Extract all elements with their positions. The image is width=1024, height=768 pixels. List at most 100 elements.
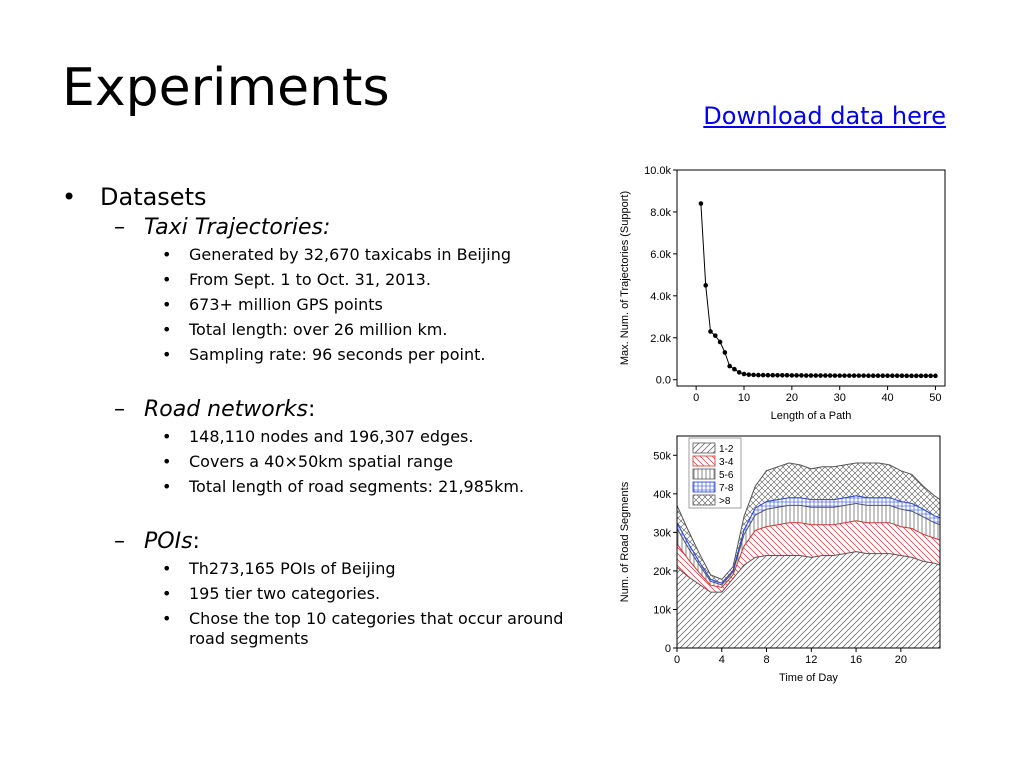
x-tick-label: 8 <box>763 654 769 666</box>
datasets-label: Datasets <box>100 183 207 211</box>
x-tick-label: 10 <box>738 392 750 404</box>
data-point <box>712 333 718 338</box>
data-point <box>703 283 709 288</box>
data-point <box>770 372 776 378</box>
bullet-dot-icon: • <box>162 452 172 471</box>
taxi-list: • Generated by 32,670 taxicabs in Beijing… <box>62 245 602 365</box>
data-point <box>890 373 895 379</box>
bullet-dot-icon: • <box>162 427 172 446</box>
bullet-dot-icon: • <box>62 183 77 211</box>
y-tick-label: 40k <box>653 489 671 501</box>
taxi-label: Taxi Trajectories: <box>144 215 331 240</box>
y-tick-label: 10.0k <box>644 165 671 177</box>
pois-suffix: : <box>192 529 200 554</box>
data-point <box>751 372 756 378</box>
bullet-dot-icon: • <box>162 245 172 264</box>
data-point <box>885 373 890 379</box>
area-3-4 <box>677 520 940 593</box>
bullet-dot-icon: • <box>162 270 172 289</box>
data-point <box>727 363 732 369</box>
data-point <box>698 201 704 206</box>
legend-swatch <box>692 442 716 454</box>
x-tick-label: 20 <box>895 654 907 666</box>
bullet-dot-icon: • <box>162 295 172 314</box>
list-item-text: 195 tier two categories. <box>189 584 381 603</box>
list-item-text: Sampling rate: 96 seconds per point. <box>189 345 486 364</box>
series-line <box>700 203 936 377</box>
list-item: • Generated by 32,670 taxicabs in Beijing <box>162 245 602 265</box>
bullet-road: – Road networks: <box>114 397 602 422</box>
data-point <box>928 373 933 379</box>
data-point <box>756 372 761 378</box>
data-point <box>775 373 780 378</box>
data-point <box>909 373 914 379</box>
list-item-text: Total length: over 26 million km. <box>189 320 448 339</box>
list-item: • 673+ million GPS points <box>162 295 602 315</box>
dash-icon: – <box>114 397 125 422</box>
list-item-text: 148,110 nodes and 196,307 edges. <box>189 427 474 446</box>
legend-label: 7-8 <box>719 483 734 494</box>
pois-list: • Th273,165 POIs of Beijing • 195 tier two … <box>62 559 602 649</box>
data-point <box>846 373 852 378</box>
x-tick-label: 16 <box>850 654 862 666</box>
data-point <box>894 373 900 379</box>
data-point <box>856 373 862 378</box>
page-title: Experiments <box>62 58 390 118</box>
list-item: • Th273,165 POIs of Beijing <box>162 559 602 579</box>
list-item: • Total length of road segments: 21,985km… <box>162 477 602 497</box>
data-point <box>765 372 771 378</box>
data-point <box>760 372 766 378</box>
data-point <box>923 373 929 379</box>
data-point <box>794 373 799 378</box>
y-tick-label: 50k <box>653 450 671 462</box>
download-data-link[interactable]: Download data here <box>703 102 946 130</box>
list-item-text: Th273,165 POIs of Beijing <box>189 559 396 578</box>
data-point <box>746 372 752 377</box>
plot-frame <box>676 169 946 387</box>
plot-frame <box>676 435 941 649</box>
x-tick-label: 0 <box>693 392 699 404</box>
legend-label: 3-4 <box>719 457 734 468</box>
data-point <box>861 373 866 378</box>
x-tick-label: 20 <box>786 392 798 404</box>
list-item-text: Total length of road segments: 21,985km. <box>189 477 525 496</box>
data-point <box>799 373 804 378</box>
data-point <box>741 371 747 377</box>
data-point <box>808 373 814 378</box>
data-point <box>789 373 795 378</box>
y-tick-label: 10k <box>653 604 671 616</box>
list-item-text: 673+ million GPS points <box>189 295 383 314</box>
bullet-dot-icon: • <box>162 345 172 364</box>
data-point <box>832 373 838 378</box>
y-axis-label: Max. Num. of Trajectories (Support) <box>619 191 631 365</box>
list-item-text: From Sept. 1 to Oct. 31, 2013. <box>189 270 431 289</box>
data-point <box>866 373 871 379</box>
area-5-6 <box>677 503 940 588</box>
y-tick-label: 8.0k <box>650 207 671 219</box>
road-list: • 148,110 nodes and 196,307 edges. • Covers… <box>62 427 602 497</box>
area-edge->8 <box>676 462 941 580</box>
data-point <box>708 329 713 334</box>
x-axis-label: Length of a Path <box>771 410 852 422</box>
bullet-dot-icon: • <box>162 320 172 339</box>
support-line-chart: 0 10 20 30 40 50 0.0 2.0k 4.0k 6.0k 8.0k 10.0k Lengt… <box>619 165 946 422</box>
y-tick-label: 6.0k <box>650 249 671 261</box>
legend-swatch <box>692 468 716 480</box>
y-axis-label: Num. of Road Segments <box>619 481 631 602</box>
bullet-dot-icon: • <box>162 609 172 628</box>
data-point <box>918 373 924 379</box>
y-tick-label: 20k <box>653 566 671 578</box>
data-point <box>823 373 828 378</box>
list-item: • Chose the top 10 categories that occur … <box>162 609 602 649</box>
data-point <box>842 373 847 378</box>
bullet-dot-icon: • <box>162 559 172 578</box>
road-segments-area-chart: 0 4 8 12 16 20 0 10k 20k 30k 40k 50k Time of Day Num.… <box>619 435 941 684</box>
data-point <box>722 350 728 355</box>
x-tick-label: 4 <box>719 654 725 666</box>
bullet-taxi: – Taxi Trajectories: <box>114 215 602 240</box>
x-tick-label: 12 <box>805 654 817 666</box>
y-tick-label: 4.0k <box>650 291 671 303</box>
data-point <box>818 373 823 378</box>
data-point <box>870 373 876 379</box>
legend-label: >8 <box>719 496 731 507</box>
